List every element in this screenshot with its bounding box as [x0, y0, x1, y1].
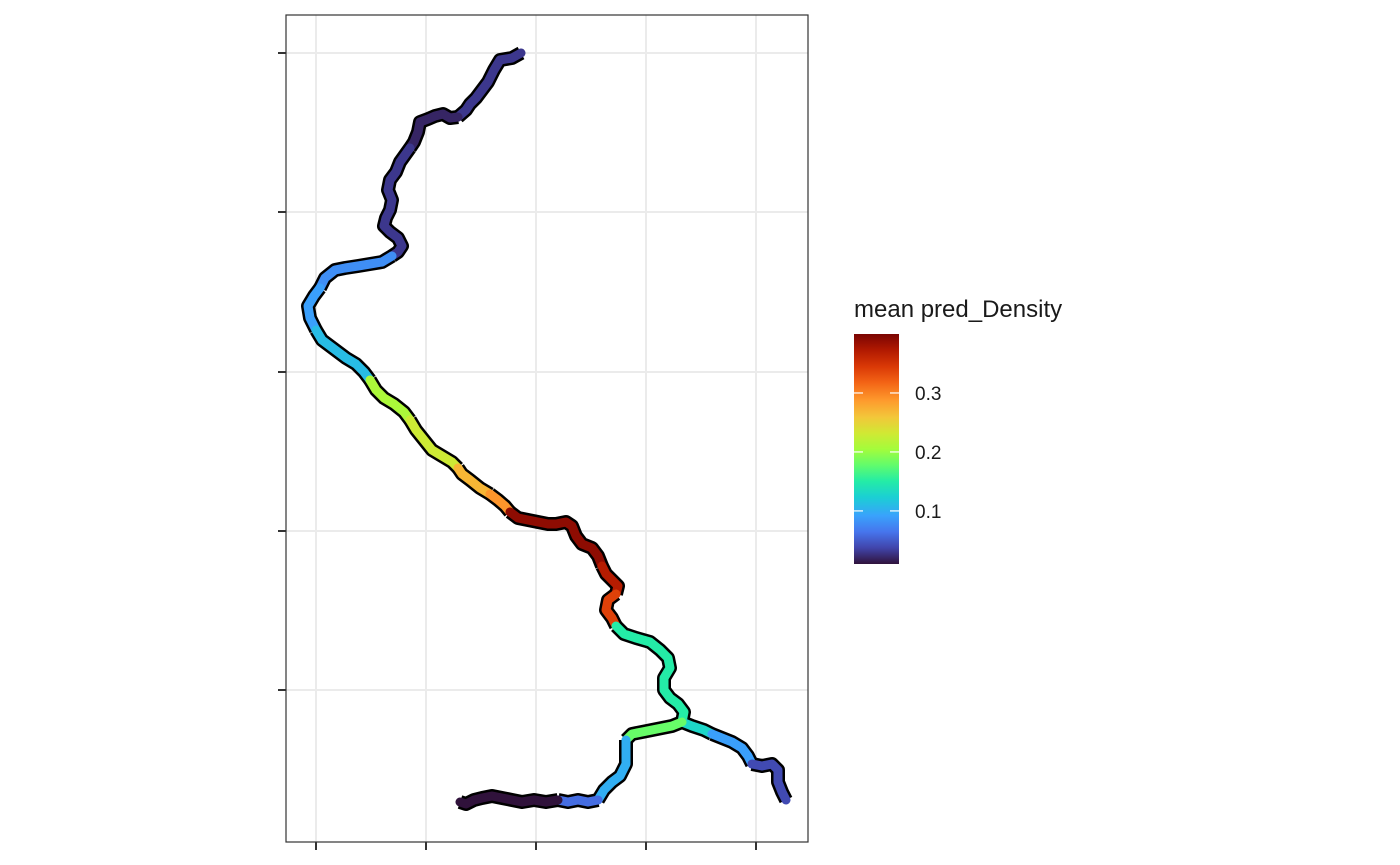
segment-mid-reach-1 [365, 375, 415, 425]
legend-ticks: 0.1 0.2 0.3 [854, 384, 941, 523]
segment-high-reach-2 [597, 561, 623, 599]
legend-colorbar [854, 334, 899, 564]
segment-mid-reach-2 [405, 415, 463, 473]
legend-title: mean pred_Density [854, 296, 1062, 323]
legend-tick-label-2: 0.3 [915, 384, 941, 405]
axis-ticks [278, 52, 757, 850]
segment-south-branch-3 [553, 795, 603, 807]
segment-south-branch-4 [455, 791, 563, 809]
segment-east-branch-2 [707, 729, 757, 769]
legend: mean pred_Density 0.1 0.2 0.3 [854, 296, 1062, 564]
segment-mid-reach-3 [453, 463, 495, 499]
plot-border [285, 14, 809, 843]
grid [286, 15, 808, 842]
segment-bend-west-2 [311, 325, 375, 385]
segment-south-branch-1 [621, 717, 687, 745]
segment-bend-west-1 [303, 283, 325, 335]
segment-upper-reach-2 [405, 109, 463, 153]
segment-upper-reach-1 [453, 48, 526, 122]
legend-tick-label-0: 0.1 [915, 502, 941, 523]
segment-east-branch-3 [747, 759, 791, 805]
segment-high-reach-1 [505, 507, 607, 571]
segment-confluence-reach [611, 621, 689, 727]
segment-south-branch-2 [593, 735, 631, 805]
legend-tick-label-1: 0.2 [915, 443, 941, 464]
river-segments [303, 48, 791, 809]
plot-panel [286, 15, 808, 842]
segment-upper-reach-4 [315, 251, 397, 293]
segment-upper-reach-3 [379, 143, 415, 261]
segment-high-reach-3 [601, 589, 621, 631]
